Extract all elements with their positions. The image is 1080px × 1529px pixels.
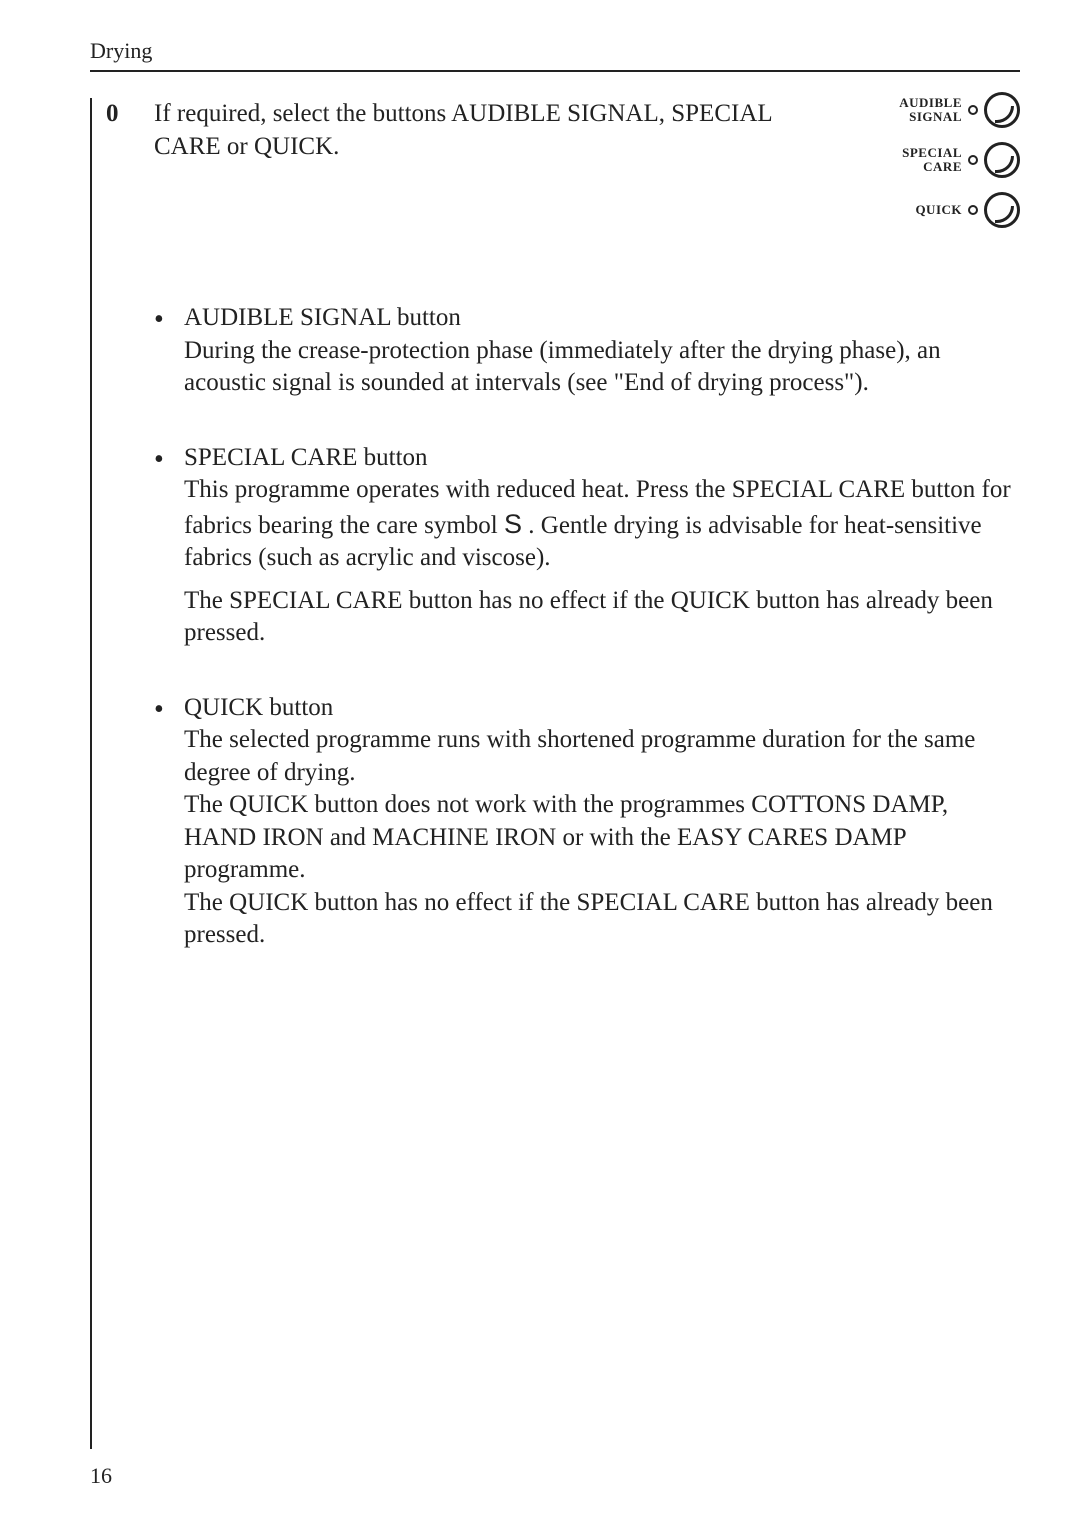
led-icon <box>968 155 978 165</box>
bullet-list: • AUDIBLE SIGNAL button During the creas… <box>92 302 1020 952</box>
section-title: Drying <box>90 38 1020 64</box>
bullet-item-quick: • QUICK button The selected programme ru… <box>154 692 1020 952</box>
step-number: 0 <box>106 98 154 128</box>
header: Drying <box>90 38 1020 72</box>
bullet-para: The QUICK button does not work with the … <box>184 789 1020 887</box>
panel-row-audible: AUDIBLE SIGNAL <box>850 92 1020 128</box>
led-icon <box>968 105 978 115</box>
bullet-body: SPECIAL CARE button This programme opera… <box>184 442 1020 650</box>
bullet-marker: • <box>154 302 184 400</box>
content-frame: 0 If required, select the buttons AUDIBL… <box>90 98 1020 1449</box>
panel-label: SPECIAL CARE <box>902 146 962 175</box>
round-button-icon <box>984 142 1020 178</box>
care-symbol-icon: S <box>504 509 522 539</box>
intro-text: If required, select the buttons AUDIBLE … <box>154 98 850 163</box>
page-container: Drying 0 If required, select the buttons… <box>0 0 1080 1529</box>
bullet-marker: • <box>154 442 184 650</box>
bullet-marker: • <box>154 692 184 952</box>
bullet-body: QUICK button The selected programme runs… <box>184 692 1020 952</box>
bullet-title: QUICK button <box>184 692 1020 725</box>
button-panel-diagram: AUDIBLE SIGNAL SPECIAL CARE QUICK <box>850 92 1020 242</box>
intro-row: 0 If required, select the buttons AUDIBL… <box>92 98 1020 242</box>
panel-label: AUDIBLE SIGNAL <box>899 96 962 125</box>
panel-row-special: SPECIAL CARE <box>850 142 1020 178</box>
bullet-item-special: • SPECIAL CARE button This programme ope… <box>154 442 1020 650</box>
bullet-para: During the crease-protection phase (imme… <box>184 335 1020 400</box>
round-button-icon <box>984 192 1020 228</box>
page-number: 16 <box>90 1463 112 1489</box>
bullet-para: The selected programme runs with shorten… <box>184 724 1020 789</box>
bullet-title: SPECIAL CARE button <box>184 442 1020 475</box>
round-button-icon <box>984 92 1020 128</box>
bullet-body: AUDIBLE SIGNAL button During the crease-… <box>184 302 1020 400</box>
bullet-para: This programme operates with reduced hea… <box>184 474 1020 575</box>
led-icon <box>968 205 978 215</box>
bullet-item-audible: • AUDIBLE SIGNAL button During the creas… <box>154 302 1020 400</box>
panel-row-quick: QUICK <box>850 192 1020 228</box>
panel-label: QUICK <box>915 203 962 217</box>
bullet-title: AUDIBLE SIGNAL button <box>184 302 1020 335</box>
bullet-para: The SPECIAL CARE button has no effect if… <box>184 585 1020 650</box>
bullet-para: The QUICK button has no effect if the SP… <box>184 887 1020 952</box>
